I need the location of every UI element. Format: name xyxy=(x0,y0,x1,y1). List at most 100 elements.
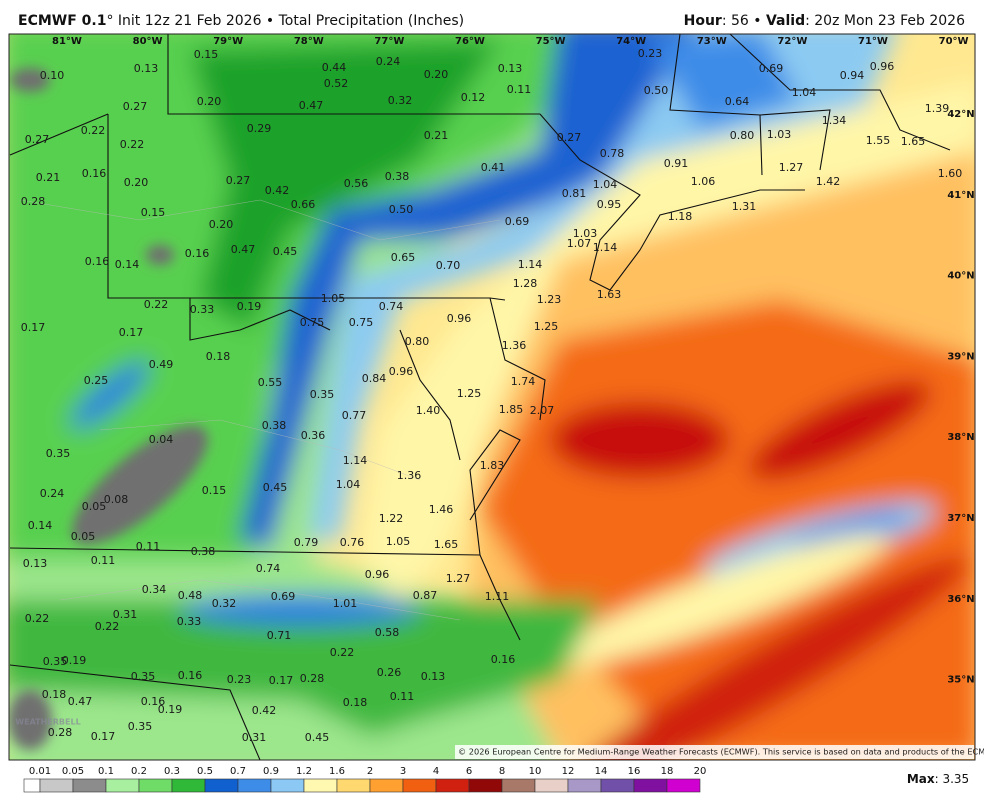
point-label: 1.14 xyxy=(518,258,543,271)
latitude-label: 39°N xyxy=(947,351,974,362)
point-label: 1.60 xyxy=(938,167,963,180)
point-label: 0.35 xyxy=(128,720,153,733)
point-label: 0.96 xyxy=(365,568,390,581)
point-label: 0.16 xyxy=(141,695,166,708)
point-label: 0.87 xyxy=(413,589,438,602)
point-label: 0.16 xyxy=(185,247,210,260)
point-label: 0.14 xyxy=(115,258,140,271)
legend-swatch xyxy=(23,778,41,793)
point-label: 0.35 xyxy=(46,447,71,460)
point-label: 0.36 xyxy=(301,429,326,442)
point-label: 0.17 xyxy=(269,674,294,687)
longitude-label: 78°W xyxy=(294,36,324,47)
point-label: 0.95 xyxy=(597,198,622,211)
point-label: 0.64 xyxy=(725,95,750,108)
longitude-label: 81°W xyxy=(52,36,82,47)
point-label: 1.27 xyxy=(779,161,804,174)
point-label: 1.34 xyxy=(822,114,847,127)
point-label: 1.07 xyxy=(567,237,592,250)
point-label: 0.19 xyxy=(237,300,262,313)
point-label: 0.23 xyxy=(638,47,663,60)
point-label: 1.25 xyxy=(534,320,559,333)
point-label: 0.27 xyxy=(226,174,251,187)
latitude-label: 38°N xyxy=(947,432,974,443)
point-labels: 0.10 0.13 0.15 0.44 0.24 0.20 0.13 0.23 0.69 0.94… xyxy=(21,47,963,744)
point-label: 1.05 xyxy=(386,535,411,548)
point-label: 0.69 xyxy=(271,590,296,603)
point-label: 1.65 xyxy=(901,135,926,148)
header-right: Hour: 56 • Valid: 20z Mon 23 Feb 2026 xyxy=(684,13,965,29)
point-label: 0.47 xyxy=(231,243,256,256)
longitude-label: 70°W xyxy=(939,36,969,47)
point-label: 0.75 xyxy=(300,316,325,329)
hour-value: : 56 • xyxy=(722,13,766,29)
point-label: 0.19 xyxy=(62,654,87,667)
longitude-label: 73°W xyxy=(697,36,727,47)
point-label: 0.49 xyxy=(149,358,174,371)
point-label: 0.19 xyxy=(158,703,183,716)
point-label: 0.38 xyxy=(262,419,287,432)
legend-swatch xyxy=(237,778,272,793)
point-label: 0.41 xyxy=(481,161,506,174)
max: Max: 3.35 xyxy=(907,772,969,786)
point-label: 0.33 xyxy=(177,615,202,628)
point-label: 1.55 xyxy=(866,134,891,147)
point-label: 1.04 xyxy=(593,178,618,191)
point-label: 0.38 xyxy=(191,545,216,558)
point-label: 1.06 xyxy=(691,175,716,188)
max-key: Max xyxy=(907,772,935,786)
point-label: 0.31 xyxy=(113,608,138,621)
degree: ° xyxy=(106,13,113,29)
legend-swatch xyxy=(600,778,635,793)
longitude-label: 71°W xyxy=(858,36,888,47)
point-label: 1.05 xyxy=(321,292,346,305)
point-label: 0.32 xyxy=(212,597,237,610)
point-label: 0.80 xyxy=(730,129,755,142)
point-label: 0.58 xyxy=(375,626,400,639)
legend-swatch xyxy=(666,778,701,793)
hour-key: Hour xyxy=(684,13,722,29)
legend-tick-label: 4 xyxy=(433,766,439,777)
point-label: 1.36 xyxy=(397,469,422,482)
legend-swatch xyxy=(435,778,470,793)
point-label: 0.35 xyxy=(310,388,335,401)
longitude-label: 80°W xyxy=(133,36,163,47)
point-label: 0.15 xyxy=(194,48,219,61)
point-label: 0.04 xyxy=(149,433,174,446)
legend-tick-label: 0.2 xyxy=(131,766,147,777)
legend-swatch xyxy=(633,778,668,793)
point-label: 0.79 xyxy=(294,536,319,549)
point-label: 0.52 xyxy=(324,77,349,90)
point-label: 0.24 xyxy=(40,487,65,500)
legend-swatch xyxy=(402,778,437,793)
point-label: 1.40 xyxy=(416,404,441,417)
point-label: 0.15 xyxy=(141,206,166,219)
legend-swatch xyxy=(468,778,503,793)
point-label: 0.38 xyxy=(385,170,410,183)
point-label: 0.75 xyxy=(349,316,374,329)
point-label: 1.27 xyxy=(446,572,471,585)
legend-tick-label: 3 xyxy=(400,766,406,777)
point-label: 1.11 xyxy=(485,590,510,603)
point-label: 0.16 xyxy=(178,669,203,682)
point-label: 0.17 xyxy=(91,730,116,743)
boundaries xyxy=(9,34,951,760)
legend-tick-label: 6 xyxy=(466,766,472,777)
point-label: 0.18 xyxy=(42,688,67,701)
point-label: 0.20 xyxy=(197,95,222,108)
point-label: 0.47 xyxy=(299,99,324,112)
point-label: 0.74 xyxy=(256,562,281,575)
legend-tick-label: 0.05 xyxy=(62,766,84,777)
legend-tick-label: 12 xyxy=(562,766,575,777)
point-label: 0.74 xyxy=(379,300,404,313)
point-label: 0.80 xyxy=(405,335,430,348)
point-label: 1.04 xyxy=(336,478,361,491)
point-label: 0.28 xyxy=(300,672,325,685)
point-label: 0.05 xyxy=(71,530,96,543)
precip-field xyxy=(9,34,975,760)
point-label: 0.56 xyxy=(344,177,369,190)
point-label: 1.31 xyxy=(732,200,757,213)
legend-swatch xyxy=(567,778,602,793)
point-label: 0.28 xyxy=(21,195,46,208)
point-label: 1.03 xyxy=(767,128,792,141)
